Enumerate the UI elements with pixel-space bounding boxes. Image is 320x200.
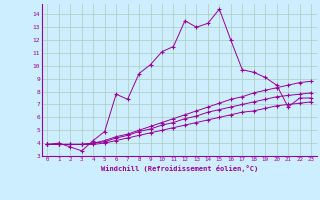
X-axis label: Windchill (Refroidissement éolien,°C): Windchill (Refroidissement éolien,°C) — [100, 165, 258, 172]
